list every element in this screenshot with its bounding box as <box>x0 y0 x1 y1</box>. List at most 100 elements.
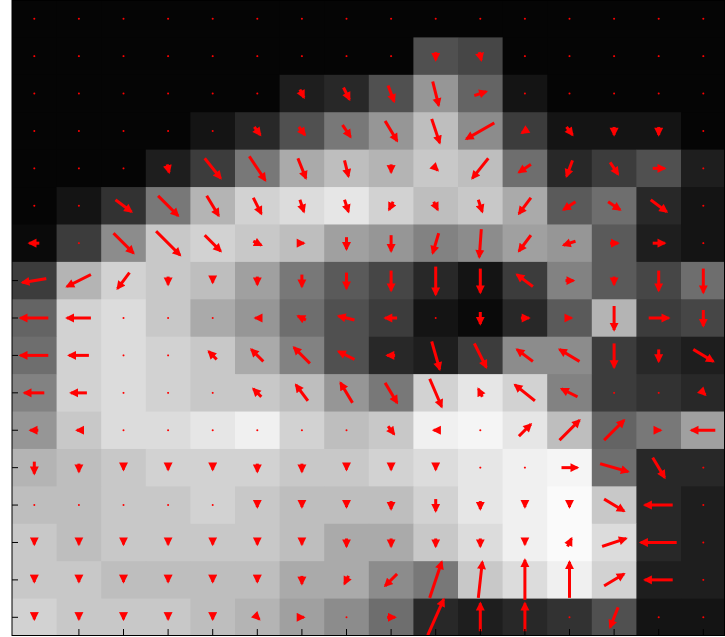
arrow <box>475 229 485 259</box>
arrow <box>568 616 571 619</box>
arrow <box>167 504 170 507</box>
arrow <box>112 232 135 255</box>
arrow <box>207 350 218 361</box>
arrow <box>651 456 666 480</box>
arrow <box>256 55 259 58</box>
arrow <box>336 350 356 361</box>
arrow <box>702 504 705 507</box>
plot-area <box>12 0 725 636</box>
arrow <box>561 238 576 248</box>
arrow <box>475 199 485 214</box>
arrow <box>167 391 170 394</box>
arrow <box>607 200 622 212</box>
arrow <box>167 92 170 95</box>
arrow <box>702 578 705 581</box>
arrow <box>300 17 303 20</box>
arrow <box>702 242 705 245</box>
arrow <box>292 346 311 365</box>
arrow <box>702 541 705 544</box>
arrow <box>426 597 446 636</box>
arrow <box>464 121 496 141</box>
arrow <box>211 92 214 95</box>
arrow <box>33 92 36 95</box>
arrow <box>116 271 131 291</box>
arrow <box>342 159 352 179</box>
arrow <box>386 85 396 104</box>
arrow <box>296 157 308 181</box>
arrow <box>122 167 125 170</box>
arrow <box>430 118 442 145</box>
arrow <box>77 242 80 245</box>
arrow <box>649 198 669 213</box>
arrow <box>564 159 574 179</box>
arrow <box>568 92 571 95</box>
arrow <box>77 504 80 507</box>
arrow <box>657 55 660 58</box>
arrow <box>657 616 660 619</box>
arrow <box>211 391 214 394</box>
arrow <box>599 462 630 474</box>
arrow <box>429 162 439 172</box>
arrow <box>564 126 574 137</box>
arrow <box>568 17 571 20</box>
arrow <box>657 391 660 394</box>
arrow <box>386 425 396 436</box>
arrow <box>558 418 581 442</box>
arrow <box>430 232 441 255</box>
arrow <box>248 155 267 182</box>
arrow <box>657 17 660 20</box>
arrow <box>297 199 306 214</box>
arrow <box>203 157 222 180</box>
arrow <box>390 55 393 58</box>
arrow <box>77 17 80 20</box>
arrow <box>515 273 534 288</box>
arrow <box>430 340 443 372</box>
arrow <box>211 17 214 20</box>
arrow <box>568 55 571 58</box>
arrow <box>513 383 536 402</box>
arrow <box>515 348 534 363</box>
arrow <box>342 86 351 102</box>
arrow <box>167 17 170 20</box>
arrow <box>472 342 488 370</box>
arrow <box>33 55 36 58</box>
arrow <box>564 536 573 548</box>
arrow <box>523 466 526 469</box>
arrow <box>33 17 36 20</box>
arrow <box>77 92 80 95</box>
arrow <box>702 167 705 170</box>
arrow <box>613 391 616 394</box>
arrow <box>390 17 393 20</box>
arrow <box>341 124 352 139</box>
arrow <box>341 199 351 214</box>
arrow <box>77 204 80 207</box>
arrow <box>434 317 437 319</box>
arrow <box>697 386 707 397</box>
arrow <box>167 129 170 132</box>
arrow <box>294 383 310 402</box>
arrow <box>339 381 354 404</box>
arrow <box>383 572 399 588</box>
arrow <box>33 204 36 207</box>
arrow <box>702 17 705 20</box>
arrow <box>296 314 307 324</box>
arrow <box>167 55 170 58</box>
arrow <box>431 81 442 108</box>
arrow <box>33 504 36 507</box>
arrow <box>33 129 36 132</box>
arrow <box>345 616 348 619</box>
arrow <box>383 382 399 405</box>
arrow <box>702 616 705 619</box>
arrow <box>702 55 705 58</box>
arrow <box>608 161 620 176</box>
arrow <box>122 129 125 132</box>
arrow <box>122 354 125 357</box>
arrow <box>523 17 526 20</box>
arrow <box>702 129 705 132</box>
arrow <box>122 391 125 394</box>
arrow <box>473 89 489 99</box>
arrow <box>167 354 170 357</box>
arrow <box>157 194 180 218</box>
arrow <box>475 51 484 62</box>
